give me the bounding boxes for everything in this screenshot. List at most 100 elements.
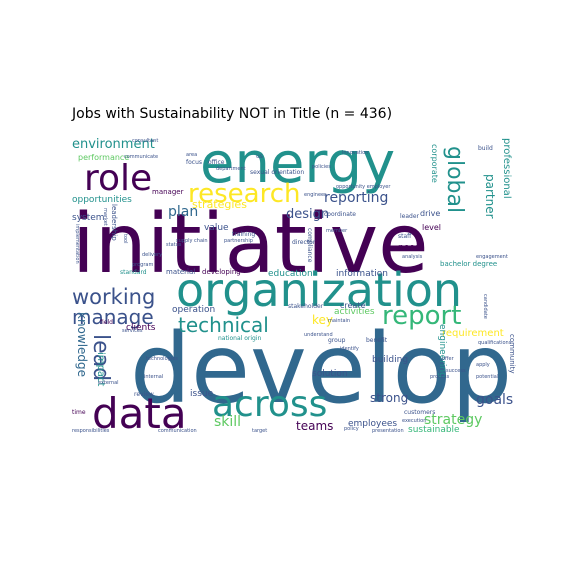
word: member <box>326 228 348 234</box>
word: across <box>212 384 327 425</box>
word: us <box>256 153 263 160</box>
word: maintain <box>328 318 350 324</box>
word: engineering <box>437 324 447 378</box>
word: staff <box>398 233 412 240</box>
word: status <box>166 242 182 248</box>
word: internal <box>144 374 163 380</box>
word: leader <box>400 213 420 220</box>
word: create <box>340 301 365 310</box>
word: report <box>382 301 461 331</box>
word: impact <box>95 352 106 386</box>
word: opportunities <box>72 195 132 205</box>
word: clients <box>126 323 156 333</box>
word: target <box>252 428 267 434</box>
word: material <box>166 268 195 276</box>
word: execution <box>402 418 426 424</box>
word: engagement <box>476 254 508 260</box>
word: candidate <box>482 294 488 319</box>
word: external <box>98 380 119 386</box>
word: coordinate <box>324 211 356 218</box>
word: sexual orientation <box>250 169 304 176</box>
word: strategies <box>192 198 247 211</box>
word: professional <box>501 138 512 199</box>
word: area <box>186 152 197 158</box>
word: lead <box>88 334 113 381</box>
word: process <box>430 374 450 380</box>
word: customers <box>404 409 435 416</box>
word: apply <box>476 362 490 368</box>
word: communication <box>158 428 197 434</box>
word: building <box>372 355 408 365</box>
word: technical <box>178 313 269 337</box>
word: program <box>132 262 153 268</box>
word: plan <box>168 204 198 220</box>
word: global <box>442 146 467 213</box>
word: environment <box>72 137 155 152</box>
word: focus <box>186 159 202 166</box>
word: market <box>102 208 108 226</box>
word: department <box>216 166 246 172</box>
word: initiative <box>72 197 429 292</box>
word: innovation <box>342 150 368 156</box>
word: build <box>478 145 493 152</box>
word: employees <box>348 419 397 429</box>
word: value <box>204 223 229 233</box>
word: understand <box>304 332 333 338</box>
word: manager <box>152 188 184 196</box>
word: tool <box>122 234 128 243</box>
word: delivery <box>142 252 162 258</box>
word: organization <box>176 263 462 317</box>
word: review <box>134 391 154 398</box>
word: key <box>312 313 333 327</box>
word: reporting <box>324 190 388 206</box>
word: corporate <box>430 144 439 183</box>
word: presentation <box>372 428 404 434</box>
word: working <box>72 285 155 309</box>
word: operation <box>172 305 215 315</box>
word: education <box>268 269 313 279</box>
word: policy <box>344 426 359 432</box>
word: knowledge <box>75 312 89 377</box>
word: bachelor degree <box>440 260 497 268</box>
word: solution <box>312 369 348 379</box>
word: potential <box>476 374 498 380</box>
word: compliance <box>306 228 313 263</box>
word: field <box>100 319 113 326</box>
word: opportunity employer <box>336 184 391 190</box>
word: director <box>292 239 316 246</box>
word: implementation <box>74 224 80 264</box>
word: national origin <box>218 335 262 342</box>
word: qualifications <box>478 340 512 346</box>
word: communicate <box>124 154 158 160</box>
word: goals <box>476 392 513 408</box>
word: skill <box>214 414 241 430</box>
word: energy <box>200 134 395 196</box>
word: requirement <box>442 328 504 339</box>
word: activities <box>334 307 375 317</box>
word-cloud: develop initiative organization energy d… <box>72 134 519 434</box>
word: supply chain <box>176 238 208 244</box>
word: design <box>286 207 329 222</box>
word: standard <box>120 269 147 276</box>
word: services <box>122 328 143 334</box>
word: leadership <box>110 204 118 241</box>
word: data <box>92 389 187 434</box>
word: strategy <box>424 412 482 428</box>
word: research <box>188 179 300 209</box>
word: policies <box>312 164 331 170</box>
word: issue <box>190 389 214 399</box>
word: partner <box>483 174 497 219</box>
word: benefit <box>366 337 388 344</box>
word: manage <box>72 305 154 329</box>
word: training <box>232 231 255 238</box>
word: success <box>446 368 466 374</box>
word: stakeholder <box>288 303 324 310</box>
word: office <box>208 159 225 166</box>
word: identify <box>340 346 359 352</box>
word: community <box>508 334 516 373</box>
word: strong <box>370 391 408 405</box>
word: drive <box>420 209 440 218</box>
word: develop <box>130 313 512 425</box>
word: consultant <box>132 138 158 144</box>
